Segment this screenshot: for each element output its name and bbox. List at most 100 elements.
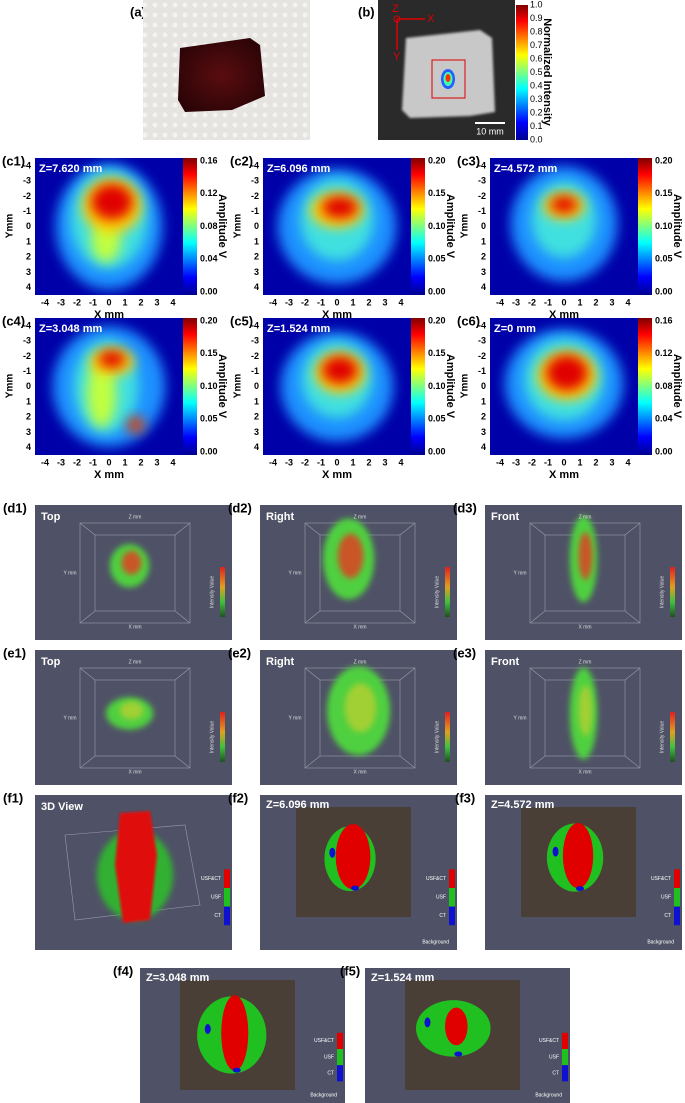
panel-label: (c6) [457,313,480,328]
heatmap [35,318,183,455]
y-tick-label: 0 [481,381,486,391]
legend-label: CT [439,913,446,919]
legend-label: USF&CT [201,876,221,882]
colorbar-title: Intensity Value [659,721,665,754]
panel-label: (b) [358,4,375,19]
y-tick-label: 4 [481,282,486,292]
segmentation-panel: (f3) Z=4.572 mm Background USF&CT USF CT [455,790,682,950]
x-tick-label: 2 [366,457,371,467]
x-tick-label: 0 [561,457,566,467]
bounding-box [529,610,546,624]
colorbar-tick-label: 0.08 [655,381,673,391]
y-tick-label: -3 [478,176,486,186]
y-tick-label: 3 [481,427,486,437]
x-tick-label: 4 [398,297,403,307]
volume-core [578,685,593,736]
x-axis-label: X mm [94,469,124,481]
axis-label: Y mm [64,715,77,721]
heatmap [35,158,183,295]
y-tick-label: 2 [254,252,259,262]
x-axis-label: X mm [549,469,579,481]
volume-core [121,550,142,575]
panel-label: (f1) [3,790,23,805]
axis-label: Z [392,3,399,15]
slice-title: Z=4.572 mm [494,163,558,175]
y-tick-label: 1 [481,396,486,406]
colorbar-tick-label: 0.8 [530,26,543,36]
x-tick-label: -2 [73,457,81,467]
x-tick-label: -2 [528,297,536,307]
bounding-box [79,522,191,624]
view-title: Front [491,656,519,668]
bounding-box [529,667,546,681]
axis-label: Y mm [514,570,527,576]
bounding-box [94,679,176,757]
y-tick-label: -2 [251,191,259,201]
panel-label: (f4) [113,963,133,978]
axis-label: X mm [128,769,141,775]
x-tick-label: 3 [154,297,159,307]
heatmap-panel: (c5) Z=1.524 mm 0.20 0.15 0.10 0.05 0.00 Amplit… [230,313,456,480]
colorbar-tick-label: 0.04 [655,414,673,424]
volume-core [344,683,377,733]
legend-label: Background [535,1092,562,1098]
y-tick-label: 2 [481,252,486,262]
x-tick-label: 3 [609,457,614,467]
heatmap-panel: (c6) Z=0 mm 0.16 0.12 0.08 0.04 0.00 Amplitude … [457,313,683,480]
legend-swatch [224,869,230,888]
colorbar-tick-label: 0.20 [200,315,218,325]
legend-label: Background [422,939,449,945]
x-tick-label: 0 [106,297,111,307]
axis-label: X mm [578,769,591,775]
legend-label: Background [310,1092,337,1098]
colorbar-tick-label: 0.4 [530,80,543,90]
panel-label: (c4) [2,313,25,328]
panel-label: (f3) [455,790,475,805]
legend-label: CT [552,1071,559,1077]
panel-label: (f5) [340,963,360,978]
y-tick-label: -2 [251,351,259,361]
colorbar-tick-label: 0.15 [428,188,446,198]
legend-swatch [224,888,230,907]
heatmap [263,158,411,295]
overlap-region [445,1007,468,1046]
bounding-box [624,667,641,681]
panel-label: (c3) [457,153,480,168]
y-tick-label: 4 [254,282,259,292]
heatmap-blob [546,354,588,391]
colorbar-tick-label: 0.16 [655,315,673,325]
colorbar-tick-label: 0.15 [200,348,218,358]
legend-swatch [337,1049,343,1066]
panel-label: (d1) [3,500,27,515]
y-tick-label: -3 [23,336,31,346]
axis-label: Y mm [514,715,527,721]
y-tick-label: 2 [26,412,31,422]
colorbar-tick-label: 0.2 [530,107,543,117]
colorbar [411,158,425,295]
y-tick-label: -2 [478,351,486,361]
slice-title: Z=1.524 mm [267,323,331,335]
colorbar-tick-label: 0.00 [200,446,218,456]
colorbar-tick-label: 0.20 [655,155,673,165]
volume-panel: (e3) Front X mm Y mm Z mm Intensity Value [453,645,682,785]
x-tick-label: -4 [41,457,49,467]
y-tick-label: -1 [23,206,31,216]
colorbar-tick-label: 0.05 [428,414,446,424]
x-tick-label: -3 [285,457,293,467]
panel-label: (c5) [230,313,253,328]
axis-label: Z mm [129,514,142,520]
y-axis-label: Ymm [5,214,16,239]
x-tick-label: -3 [57,297,65,307]
colorbar-tick-label: 0.00 [200,286,218,296]
x-tick-label: -4 [496,457,504,467]
y-tick-label: -3 [23,176,31,186]
colorbar [516,5,528,140]
x-tick-label: 3 [154,457,159,467]
colorbar-title: Intensity Value [659,576,665,609]
bounding-box [624,755,641,769]
colorbar-tick-label: 0.10 [428,221,446,231]
y-tick-label: 2 [481,412,486,422]
panel-label: (e3) [453,645,476,660]
volume-core [119,701,144,720]
slice-title: Z=3.048 mm [39,323,103,335]
